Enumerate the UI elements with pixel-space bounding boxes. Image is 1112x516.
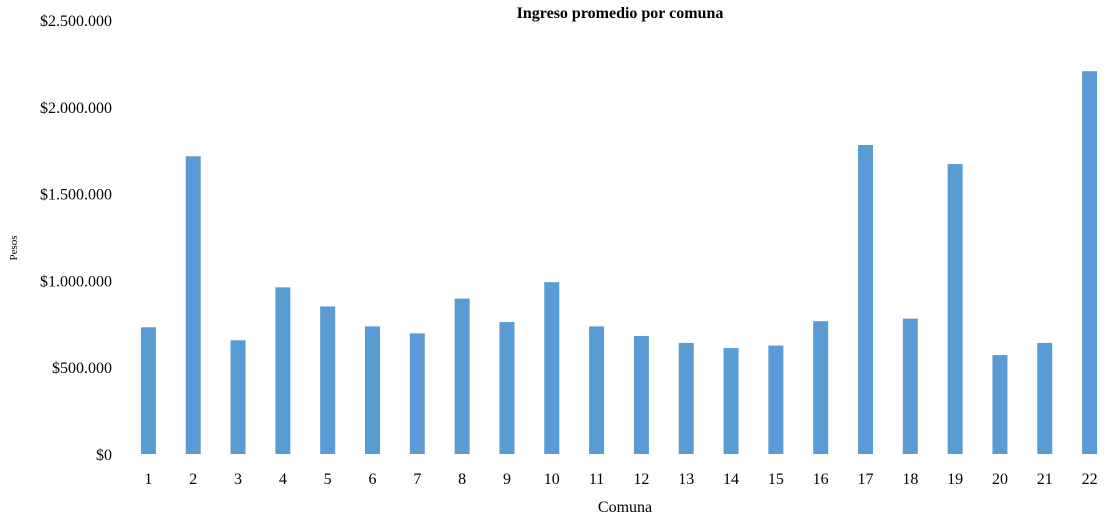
- x-tick-label: 17: [858, 471, 874, 488]
- bar-comuna-18: [902, 318, 918, 454]
- y-axis-title: Pesos: [8, 235, 20, 260]
- bar-comuna-13: [678, 342, 694, 454]
- x-axis-title: Comuna: [598, 499, 652, 516]
- x-tick-label: 5: [324, 471, 332, 488]
- y-tick-label: $500.000: [52, 360, 112, 377]
- bars: [140, 71, 1098, 454]
- x-tick-label: 8: [458, 471, 466, 488]
- bar-comuna-9: [499, 322, 515, 454]
- x-tick-label: 2: [189, 471, 197, 488]
- bar-comuna-15: [768, 345, 784, 454]
- bar-comuna-12: [633, 335, 649, 454]
- bar-comuna-19: [947, 164, 963, 454]
- bar-comuna-14: [723, 348, 739, 454]
- bar-comuna-10: [544, 282, 560, 454]
- y-tick-label: $2.500.000: [40, 13, 112, 30]
- bar-comuna-22: [1082, 71, 1098, 454]
- x-tick-label: 10: [544, 471, 560, 488]
- x-tick-label: 14: [723, 471, 739, 488]
- bar-comuna-16: [813, 321, 829, 454]
- x-tick-label: 4: [279, 471, 287, 488]
- bar-comuna-8: [454, 298, 470, 454]
- x-tick-label: 20: [992, 471, 1008, 488]
- x-tick-label: 13: [678, 471, 694, 488]
- y-tick-label: $1.500.000: [40, 187, 112, 204]
- x-tick-label: 7: [413, 471, 421, 488]
- bar-comuna-2: [185, 156, 201, 454]
- bar-comuna-11: [589, 326, 605, 454]
- x-tick-label: 9: [503, 471, 511, 488]
- y-tick-label: $2.000.000: [40, 100, 112, 117]
- bar-comuna-5: [320, 306, 336, 454]
- x-tick-label: 22: [1082, 471, 1098, 488]
- bar-comuna-4: [275, 287, 291, 454]
- x-tick-label: 12: [633, 471, 649, 488]
- bar-comuna-17: [858, 144, 873, 454]
- x-tick-label: 18: [902, 471, 918, 488]
- bar-comuna-3: [230, 340, 246, 454]
- bar-comuna-7: [409, 333, 425, 454]
- x-tick-label: 1: [144, 471, 152, 488]
- x-tick-label: 21: [1037, 471, 1053, 488]
- bar-comuna-6: [365, 326, 380, 454]
- x-tick-label: 15: [768, 471, 784, 488]
- y-tick-label: $1.000.000: [40, 273, 112, 290]
- x-tick-label: 16: [813, 471, 829, 488]
- y-axis: $0 $500.000 $1.000.000 $1.500.000 $2.000.000…: [40, 13, 112, 464]
- x-tick-label: 11: [589, 471, 604, 488]
- x-axis: 1 2 3 4 5 6 7 8 9 10 11 12 13 14 15 16 17 18 19 20 21 22: [144, 471, 1097, 488]
- chart-title: Ingreso promedio por comuna: [517, 5, 724, 22]
- x-tick-label: 19: [947, 471, 963, 488]
- x-tick-label: 3: [234, 471, 242, 488]
- bar-comuna-1: [140, 327, 156, 454]
- bar-comuna-20: [992, 355, 1008, 454]
- bar-comuna-21: [1037, 342, 1053, 454]
- x-tick-label: 6: [369, 471, 377, 488]
- y-tick-label: $0: [96, 447, 112, 464]
